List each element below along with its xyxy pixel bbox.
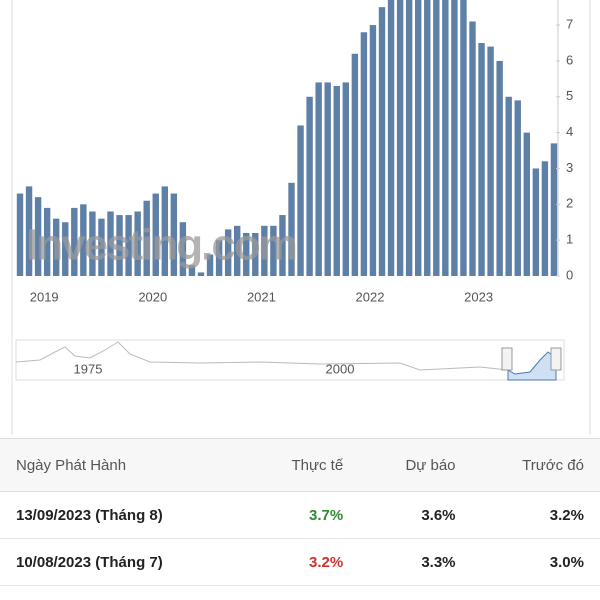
- bar: [342, 82, 349, 276]
- bar: [306, 96, 313, 276]
- table-cell: 3.0%: [471, 538, 600, 586]
- y-tick-label: 0: [566, 267, 573, 282]
- bar: [215, 240, 223, 276]
- x-tick-label: 2021: [247, 289, 276, 304]
- y-tick-label: 3: [566, 160, 573, 175]
- bar: [324, 82, 331, 276]
- bar: [442, 0, 449, 276]
- bar: [161, 186, 168, 276]
- table-cell: 3.2%: [471, 491, 600, 539]
- chart: 1975 2000 0 1 2 3 4 5 6 7 2019 2020 2021 2022 2023 In…: [11, 0, 591, 435]
- bar: [89, 211, 96, 276]
- bar: [107, 211, 114, 276]
- table-cell: 10/08/2023 (Tháng 7): [0, 538, 245, 586]
- bar: [98, 218, 105, 276]
- bar: [62, 222, 69, 276]
- x-tick-label: 2019: [30, 289, 59, 304]
- x-tick-label: 2020: [138, 289, 167, 304]
- table-cell: 3.2%: [244, 538, 360, 586]
- bar: [34, 197, 42, 276]
- bar: [188, 265, 196, 276]
- y-tick-label: 2: [566, 196, 573, 211]
- y-tick-label: 4: [566, 124, 573, 139]
- bar: [116, 215, 123, 276]
- bar: [252, 232, 259, 276]
- bar: [469, 21, 476, 276]
- bar: [43, 207, 51, 276]
- bar: [523, 132, 530, 276]
- bar: [170, 193, 178, 276]
- x-tick-label: 2022: [356, 289, 385, 304]
- table-cell: 3.7%: [244, 491, 360, 539]
- bar: [279, 215, 286, 276]
- bar: [460, 0, 467, 276]
- bar: [80, 204, 87, 276]
- bar: [424, 0, 431, 276]
- bar: [333, 86, 340, 276]
- bar: [505, 96, 512, 276]
- bar: [532, 168, 540, 276]
- bar: [125, 215, 132, 276]
- table-cell: 13/09/2023 (Tháng 8): [0, 491, 245, 539]
- bar: [197, 272, 205, 276]
- bar: [369, 25, 377, 276]
- bar: [315, 82, 322, 276]
- navigator-handle[interactable]: [501, 347, 513, 371]
- bar: [288, 182, 295, 276]
- bar: [53, 218, 60, 276]
- navigator-handle[interactable]: [550, 347, 562, 371]
- bar: [351, 53, 359, 276]
- bar: [378, 7, 386, 276]
- bar: [396, 0, 404, 276]
- bar: [415, 0, 422, 276]
- bar: [224, 229, 232, 276]
- bar: [360, 32, 368, 276]
- bar: [234, 225, 241, 276]
- release-table: Ngày Phát Hành Thực tế Dự báo Trước đó 1…: [0, 438, 600, 586]
- bar: [179, 222, 187, 276]
- table-cell: 3.3%: [359, 538, 472, 586]
- bar: [25, 186, 33, 276]
- bar: [496, 60, 503, 276]
- bar: [297, 125, 304, 276]
- navigator-label: 2000: [326, 361, 355, 376]
- table-cell: 3.6%: [359, 491, 472, 539]
- header-cell: Thực tế: [244, 438, 360, 492]
- bar: [487, 46, 494, 276]
- bar: [387, 0, 395, 276]
- y-tick-label: 6: [566, 52, 573, 67]
- bar: [433, 0, 440, 276]
- header-cell: Trước đó: [471, 438, 600, 492]
- bar: [405, 0, 413, 276]
- table-row: 10/08/2023 (Tháng 7) 3.2% 3.3% 3.0%: [0, 538, 600, 586]
- bar: [134, 211, 141, 276]
- bar: [514, 100, 521, 276]
- navigator-line: [15, 341, 509, 371]
- header-row: Ngày Phát Hành Thực tế Dự báo Trước đó: [0, 438, 600, 492]
- bar: [143, 200, 150, 276]
- table-row: 13/09/2023 (Tháng 8) 3.7% 3.6% 3.2%: [0, 491, 600, 539]
- bar: [71, 207, 78, 276]
- bar: [152, 193, 159, 276]
- bar: [206, 254, 214, 276]
- header-cell: Ngày Phát Hành: [0, 438, 245, 492]
- y-tick-label: 7: [566, 17, 573, 32]
- y-tick-label: 1: [566, 232, 573, 247]
- bar: [270, 225, 277, 276]
- navigator: [15, 339, 565, 381]
- bar: [541, 161, 549, 276]
- bar: [451, 0, 458, 276]
- navigator-label: 1975: [74, 361, 103, 376]
- navigator-selection: [507, 351, 557, 381]
- bar: [16, 193, 24, 276]
- bar: [261, 225, 268, 276]
- bar: [550, 143, 558, 276]
- y-tick-label: 5: [566, 88, 573, 103]
- bar: [243, 232, 250, 276]
- bar: [478, 43, 485, 276]
- x-tick-label: 2023: [464, 289, 493, 304]
- header-cell: Dự báo: [359, 438, 472, 492]
- watermark: Investing.com: [26, 221, 296, 270]
